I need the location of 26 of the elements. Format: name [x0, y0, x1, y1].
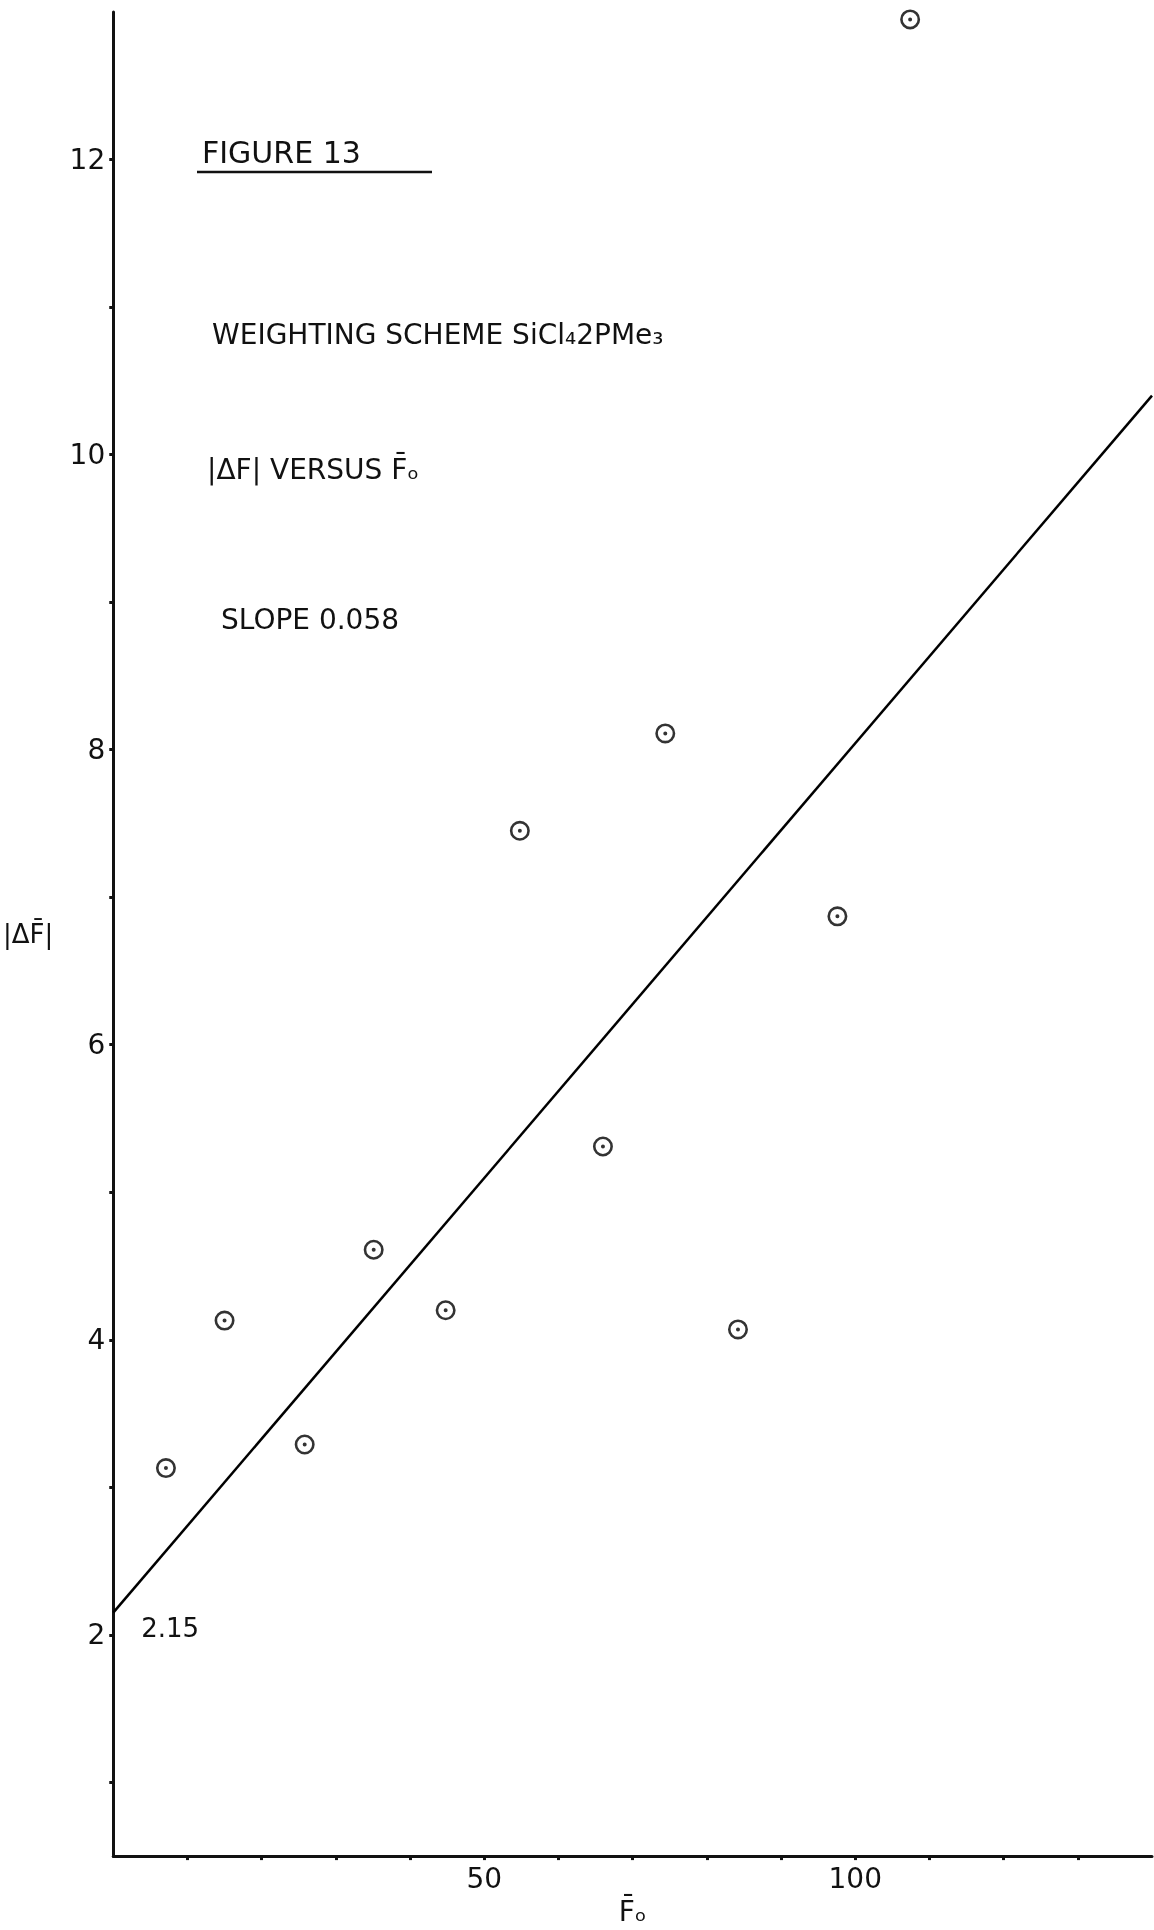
point: [827, 906, 848, 927]
x-tick-label: 100: [828, 1861, 882, 1895]
point: [509, 820, 530, 841]
point: [155, 1458, 176, 1479]
y-tick-label: 10: [69, 438, 106, 472]
point: [592, 1136, 613, 1157]
y-axis-title: |ΔF̄|: [3, 918, 54, 951]
point: [435, 1300, 456, 1321]
point: [900, 9, 921, 30]
annotation: 2.15: [141, 1612, 200, 1643]
point: [294, 1434, 315, 1455]
annotation: |ΔF| VERSUS F̄ₒ: [207, 451, 419, 486]
text: FIGURE 13: [202, 134, 361, 170]
point: [728, 1319, 748, 1340]
point: [214, 1310, 235, 1331]
x-tick-label: 50: [466, 1861, 503, 1895]
y-tick-label: 12: [69, 143, 106, 177]
y-tick-label: 6: [87, 1028, 106, 1062]
point: [655, 723, 676, 744]
y-tick-label: 8: [87, 733, 106, 767]
annotation: SLOPE 0.058: [221, 602, 400, 636]
x-axis-title: F̄ₒ: [618, 1893, 647, 1928]
point: [363, 1239, 384, 1260]
y-tick-label: 4: [87, 1323, 106, 1357]
text: WEIGHTING SCHEME SiCl₄2PMe₃: [212, 317, 664, 351]
y-tick-label: 2: [87, 1618, 106, 1652]
